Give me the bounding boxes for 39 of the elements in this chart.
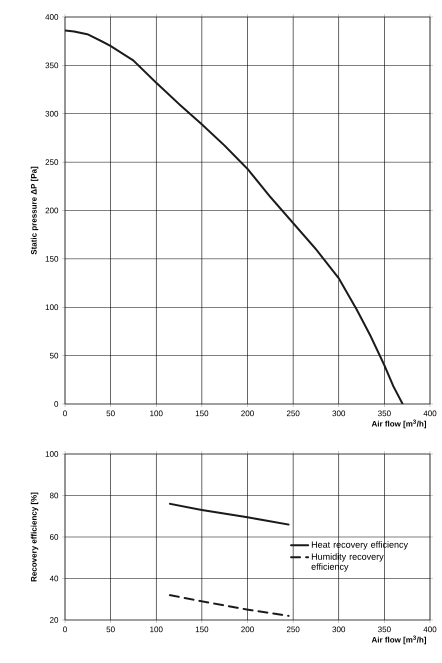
y-tick-label: 400 xyxy=(45,14,58,20)
y-tick-label: 100 xyxy=(46,304,58,310)
x-tick-label: 400 xyxy=(424,626,436,632)
y-tick-label: 50 xyxy=(50,352,58,358)
x-tick-label: 200 xyxy=(241,410,254,416)
y-tick-label: 250 xyxy=(46,159,58,165)
x-tick-label: 100 xyxy=(150,410,163,416)
y-tick-label: 80 xyxy=(50,492,58,498)
y-axis-title: Recovery efficiency [%] xyxy=(30,492,38,582)
x-tick-label: 50 xyxy=(106,410,115,416)
x-tick-label: 350 xyxy=(378,626,391,632)
x-axis-title: Air flow [m$^{3}$/h] xyxy=(372,420,426,428)
x-axis-title: Air flow [m$^{3}$/h] xyxy=(372,636,426,644)
y-tick-label: 0 xyxy=(54,401,58,407)
x-tick-label: 300 xyxy=(332,410,346,416)
y-tick-label: 200 xyxy=(46,208,58,214)
y-tick-label: 40 xyxy=(50,576,58,582)
x-tick-label: 50 xyxy=(106,626,115,632)
x-tick-label: 300 xyxy=(332,626,346,632)
x-tick-label: 0 xyxy=(63,626,67,632)
x-tick-label: 250 xyxy=(286,410,300,416)
y-axis-title: Static pressure ΔP [Pa] xyxy=(30,166,38,254)
x-tick-label: 100 xyxy=(150,626,163,632)
y-tick-label: 20 xyxy=(50,617,58,623)
y-tick-label: 300 xyxy=(45,110,58,117)
line-series xyxy=(168,594,290,617)
x-tick-label: 150 xyxy=(196,626,208,632)
x-tick-label: 350 xyxy=(378,410,391,416)
x-tick-label: 200 xyxy=(241,626,254,632)
line-series xyxy=(65,30,404,404)
x-tick-label: 0 xyxy=(63,410,67,416)
x-tick-label: 400 xyxy=(424,410,436,416)
x-tick-label: 150 xyxy=(196,410,208,416)
y-tick-label: 350 xyxy=(45,62,58,68)
y-tick-label: 60 xyxy=(50,534,58,540)
line-series xyxy=(168,502,290,526)
x-tick-label: 250 xyxy=(286,626,300,632)
y-tick-label: 150 xyxy=(46,256,58,262)
y-tick-label: 100 xyxy=(46,451,58,457)
